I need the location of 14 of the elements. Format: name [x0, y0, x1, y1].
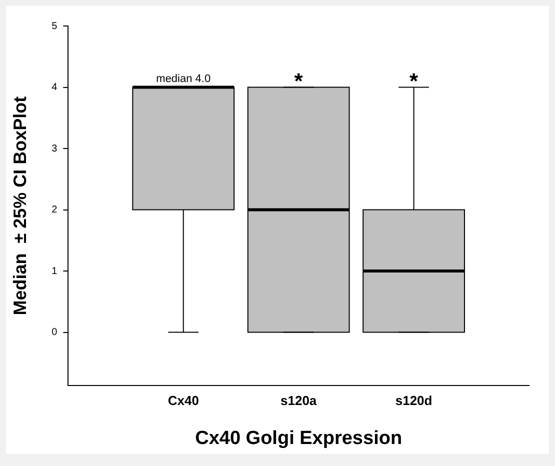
- y-tick-label: 3: [52, 143, 58, 154]
- annotation: *: [294, 68, 304, 94]
- annotation: median 4.0: [156, 72, 211, 85]
- annotation: *: [410, 68, 419, 94]
- y-tick-label: 0: [52, 327, 58, 338]
- x-axis-title: Cx40 Golgi Expression: [195, 428, 402, 449]
- y-tick-label: 5: [52, 20, 58, 32]
- y-axis-title: Median ± 25% CI BoxPlot: [10, 96, 30, 316]
- y-tick-label: 2: [52, 204, 58, 216]
- x-tick-label: s120a: [280, 392, 318, 408]
- x-tick-label: s120d: [395, 392, 432, 408]
- y-tick-label: 1: [52, 266, 58, 277]
- y-tick-label: 4: [52, 82, 58, 94]
- x-tick-label: Cx40: [168, 392, 199, 408]
